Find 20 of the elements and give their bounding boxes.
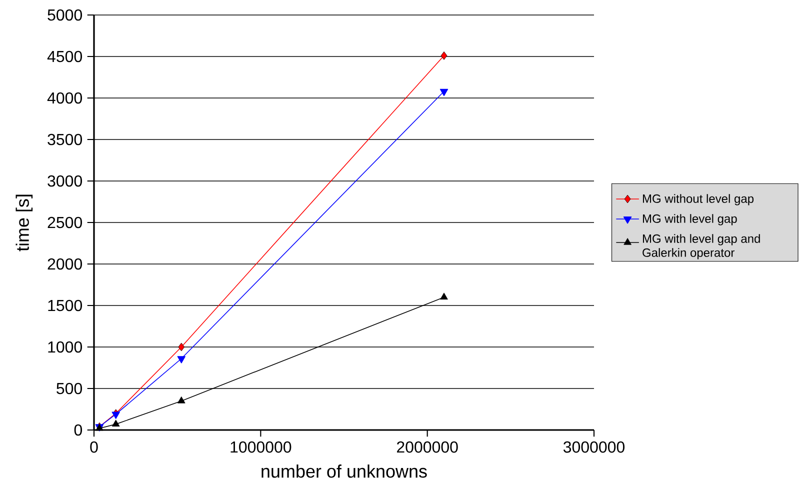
y-tick-label: 4500 — [47, 50, 82, 62]
y-tick-label: 1500 — [48, 300, 82, 312]
y-tick-label: 2500 — [48, 216, 82, 228]
legend-label: MG with level gap — [642, 214, 737, 226]
y-tick-label: 2000 — [48, 258, 82, 270]
legend-label: MG with level gap and Galerkin operator — [642, 234, 760, 260]
y-tick-label: 0 — [74, 424, 82, 436]
y-axis-title: time [s] — [16, 194, 33, 252]
y-tick-label: 500 — [56, 382, 82, 394]
y-tick-label: 3500 — [48, 134, 82, 146]
y-tick-label: 4000 — [47, 92, 82, 104]
x-tick-label: 0 — [90, 441, 98, 453]
x-tick-label: 1000000 — [230, 441, 292, 453]
x-tick-label: 3000000 — [563, 441, 625, 453]
y-tick-label: 5000 — [48, 9, 82, 21]
y-tick-label: 3000 — [48, 175, 82, 187]
y-tick-label: 1000 — [48, 341, 82, 353]
legend-label: MG without level gap — [642, 194, 754, 206]
x-tick-label: 2000000 — [396, 441, 458, 453]
x-axis-title: number of unknowns — [262, 464, 427, 478]
